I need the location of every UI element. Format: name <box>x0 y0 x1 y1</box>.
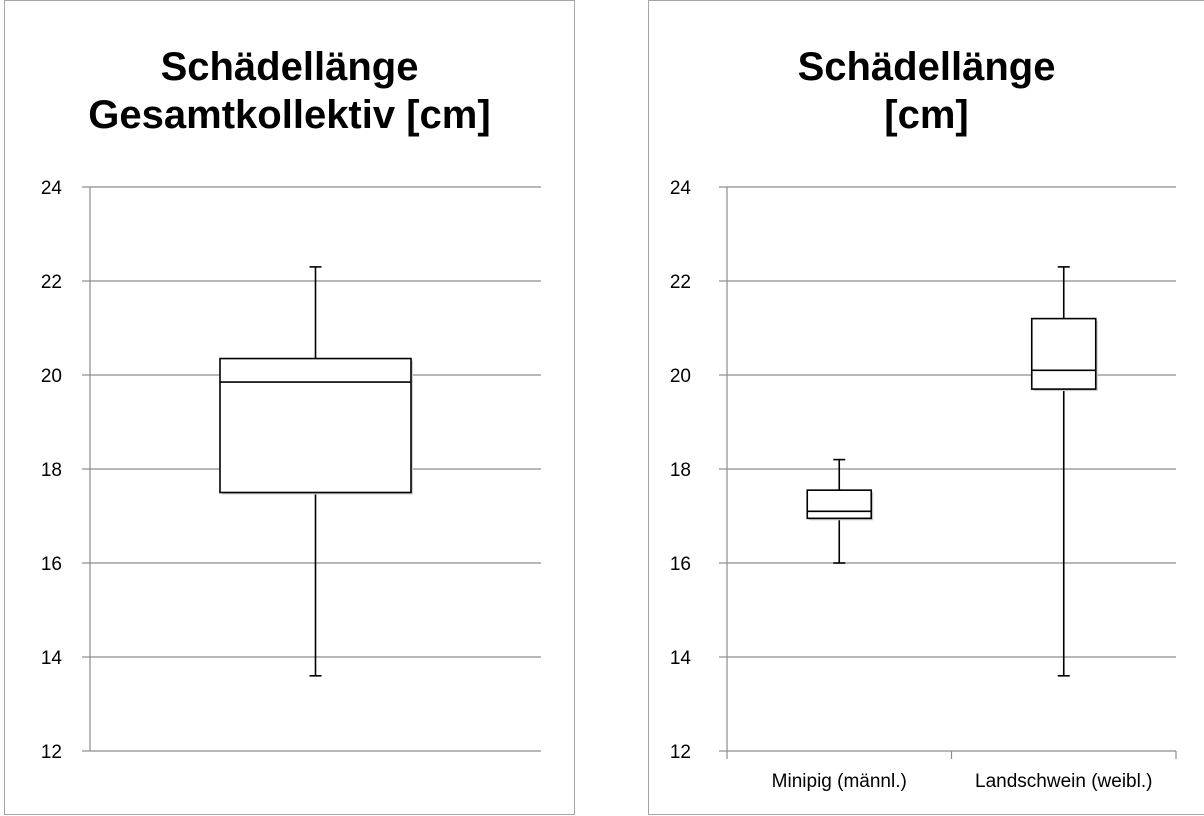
chart-title-line-2: Gesamtkollektiv [cm] <box>88 93 491 137</box>
box-2 <box>1030 266 1098 677</box>
y-tick-label: 22 <box>670 272 691 293</box>
box-body <box>1030 317 1097 390</box>
y-tick-label: 12 <box>41 742 62 763</box>
boxplot-by-group: 12 14 16 18 20 22 24 Minipig (männl.) Landschwei… <box>670 178 1177 792</box>
chart-title-line-1: Schädellänge <box>797 45 1056 89</box>
chart-title-by-group: Schädellänge [cm] <box>649 43 1204 139</box>
y-tick-label: 18 <box>41 460 62 481</box>
x-category-label: Minipig (männl.) <box>772 771 907 792</box>
y-tick-label: 24 <box>41 178 63 199</box>
box-1 <box>219 266 413 677</box>
chart-panel-overall: Schädellänge Gesamtkollektiv [cm] 12 14 16… <box>4 0 575 815</box>
y-tick-label: 22 <box>41 272 62 293</box>
box-body <box>219 357 412 494</box>
chart-title-line-2: [cm] <box>884 93 969 137</box>
y-tick-label: 18 <box>670 460 691 481</box>
y-tick-label: 16 <box>670 554 691 575</box>
y-tick-label: 20 <box>41 366 62 387</box>
y-tick-label: 24 <box>670 178 692 199</box>
y-tick-label: 12 <box>670 742 691 763</box>
x-category-label: Landschwein (weibl.) <box>975 771 1152 792</box>
chart-title-line-1: Schädellänge <box>160 45 419 89</box>
boxplot-overall: 12 14 16 18 20 22 24 <box>41 178 541 763</box>
chart-title-overall: Schädellänge Gesamtkollektiv [cm] <box>5 43 574 139</box>
chart-panel-by-group: Schädellänge [cm] 12 14 16 18 20 22 24 Minipig … <box>648 0 1204 815</box>
y-tick-label: 16 <box>41 554 62 575</box>
box-body <box>806 489 873 520</box>
box-1 <box>806 458 874 564</box>
y-tick-label: 14 <box>41 648 63 669</box>
y-tick-label: 20 <box>670 366 691 387</box>
y-tick-label: 14 <box>670 648 692 669</box>
